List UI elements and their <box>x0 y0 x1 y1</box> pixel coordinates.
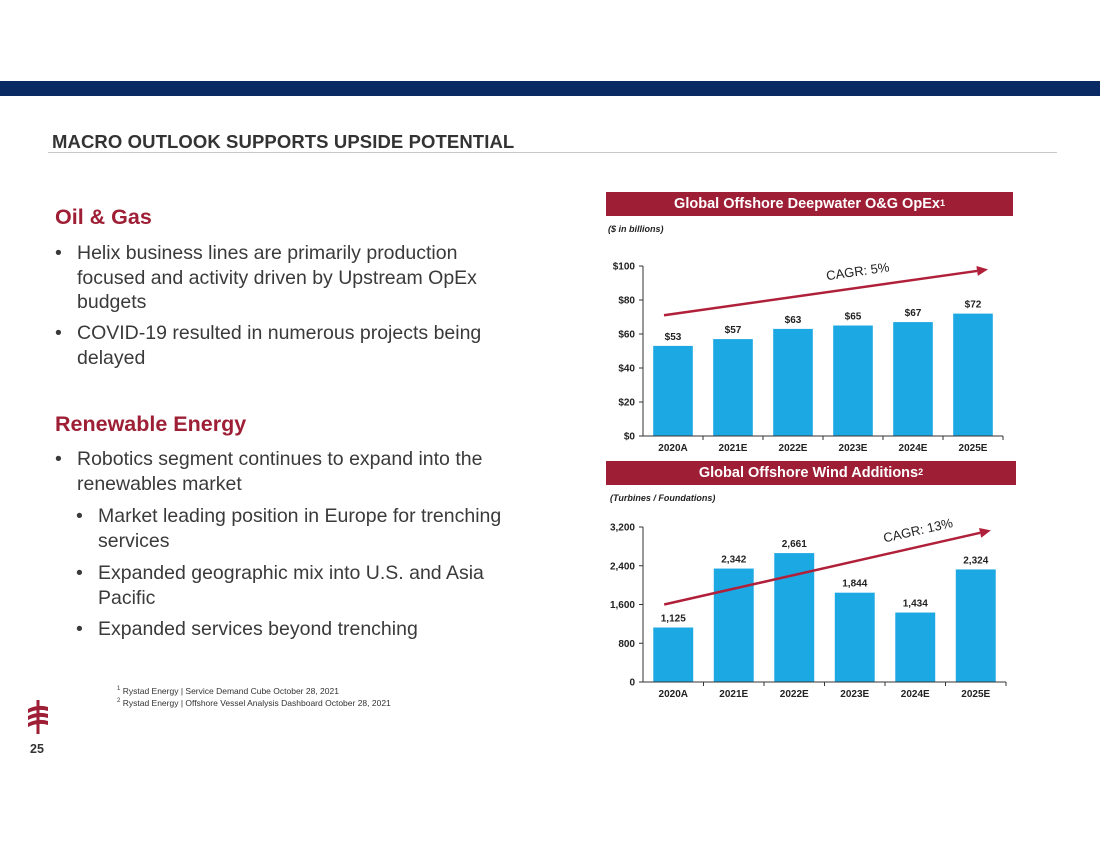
wind-trend-line <box>663 531 981 606</box>
wind-y-tick-label: 3,200 <box>610 523 635 534</box>
footnote-text: Rystad Energy | Service Demand Cube Octo… <box>122 686 339 696</box>
opex-y-tick-label: $20 <box>618 398 635 409</box>
wind-y-tick-label: 800 <box>618 639 635 650</box>
opex-x-tick-label: 2020A <box>658 443 687 454</box>
opex-trend-line <box>663 269 978 317</box>
bullet-dot: • <box>76 505 83 527</box>
top-brand-bar <box>0 81 1100 96</box>
wind-bar-value-label: 2,342 <box>721 555 746 566</box>
wind-x-tick-label: 2020A <box>659 689 688 700</box>
opex-bar-chart: $0 $20 $40 $60 $80 $100 $53 2020A $57 2021E $63 202… <box>613 259 1004 454</box>
opex-chart-footnote-ref: 1 <box>939 198 945 208</box>
wind-x-tick-label: 2024E <box>901 689 930 700</box>
bullet-dot: • <box>55 448 62 470</box>
wind-y-tick-label: 0 <box>629 678 635 689</box>
bullet-text: Expanded services beyond trenching <box>98 618 418 640</box>
wind-bar-value-label: 1,434 <box>903 599 928 610</box>
bullet-text: Helix business lines are primarily produ… <box>77 242 477 313</box>
bullet-dot: • <box>55 242 62 264</box>
wind-bar-value-label: 2,324 <box>963 555 988 566</box>
opex-bar-value-label: $57 <box>725 325 742 336</box>
wind-y-tick-label: 2,400 <box>610 561 635 572</box>
wind-y-tick-label: 1,600 <box>610 600 635 611</box>
wind-bar <box>653 627 694 682</box>
bullet-item: • COVID-19 resulted in numerous projects… <box>55 321 517 370</box>
opex-x-tick-label: 2023E <box>839 443 868 454</box>
bullet-text: COVID-19 resulted in numerous projects b… <box>77 322 482 369</box>
opex-bar <box>953 313 993 436</box>
bullet-item: • Helix business lines are primarily pro… <box>55 241 517 315</box>
wind-chart-title: Global Offshore Wind Additions <box>698 465 919 481</box>
wind-chart-banner: Global Offshore Wind Additions2 <box>606 461 1016 485</box>
footnote-number: 1 <box>117 686 121 693</box>
renewable-heading: Renewable Energy <box>55 412 247 436</box>
footnote-2: 2 Rystad Energy | Offshore Vessel Analys… <box>117 698 391 708</box>
wind-bar-value-label: 2,661 <box>782 539 807 550</box>
wind-bar <box>834 592 875 682</box>
opex-cagr-annotation: CAGR: 5% <box>825 259 890 283</box>
wind-bar-value-label: 1,125 <box>661 614 686 625</box>
opex-bar-value-label: $72 <box>965 300 982 311</box>
wind-x-tick-label: 2021E <box>719 689 748 700</box>
opex-y-tick-label: $40 <box>618 364 635 375</box>
wind-x-tick-label: 2023E <box>840 689 869 700</box>
bullet-dot: • <box>55 322 62 344</box>
wind-x-tick-label: 2022E <box>780 689 809 700</box>
opex-bar-value-label: $53 <box>665 332 682 343</box>
wind-chart-subtitle: (Turbines / Foundations) <box>610 493 716 503</box>
opex-y-tick-label: $0 <box>624 432 636 443</box>
opex-trend-arrowhead <box>976 265 988 276</box>
page-number: 25 <box>30 742 44 756</box>
opex-y-tick-label: $80 <box>618 296 635 307</box>
opex-x-tick-label: 2025E <box>959 443 988 454</box>
opex-x-tick-label: 2021E <box>719 443 748 454</box>
opex-bar <box>833 325 873 436</box>
opex-bar <box>713 339 753 436</box>
opex-chart-subtitle: ($ in billions) <box>608 224 664 234</box>
wind-chart-footnote-ref: 2 <box>918 467 924 477</box>
wind-trend-arrowhead <box>979 527 991 538</box>
opex-bar-value-label: $63 <box>785 315 802 326</box>
opex-bar <box>653 345 693 436</box>
bullet-text: Expanded geographic mix into U.S. and As… <box>98 562 484 609</box>
sub-bullet-item: • Expanded geographic mix into U.S. and … <box>76 561 528 610</box>
footnote-text: Rystad Energy | Offshore Vessel Analysis… <box>122 698 391 708</box>
helix-logo-icon <box>28 700 48 734</box>
wind-bar <box>955 569 996 682</box>
opex-bar-value-label: $67 <box>905 308 922 319</box>
slide-title: MACRO OUTLOOK SUPPORTS UPSIDE POTENTIAL <box>52 131 515 152</box>
wind-x-tick-label: 2025E <box>961 689 990 700</box>
opex-bar-value-label: $65 <box>845 312 862 323</box>
title-divider <box>48 152 1057 153</box>
opex-chart-title: Global Offshore Deepwater O&G OpEx <box>674 196 940 212</box>
opex-chart-banner: Global Offshore Deepwater O&G OpEx1 <box>606 192 1013 216</box>
sub-bullet-item: • Expanded services beyond trenching <box>76 617 528 642</box>
opex-x-tick-label: 2024E <box>899 443 928 454</box>
opex-x-tick-label: 2022E <box>779 443 808 454</box>
wind-bar-chart: 0 800 1,600 2,400 3,200 1,125 2020A 2,342 2021E 2… <box>610 515 1007 700</box>
sub-bullet-item: • Market leading position in Europe for … <box>76 504 528 553</box>
bullet-dot: • <box>76 562 83 584</box>
footnote-1: 1 Rystad Energy | Service Demand Cube Oc… <box>117 686 339 696</box>
bullet-text: Robotics segment continues to expand int… <box>77 448 483 495</box>
opex-bar <box>773 328 813 436</box>
footnote-number: 2 <box>117 698 121 705</box>
opex-bar <box>893 322 933 436</box>
oil-gas-heading: Oil & Gas <box>55 205 152 229</box>
wind-bar <box>895 612 936 682</box>
bullet-dot: • <box>76 618 83 640</box>
opex-y-tick-label: $100 <box>613 262 636 273</box>
bullet-item: • Robotics segment continues to expand i… <box>55 447 517 496</box>
bullet-text: Market leading position in Europe for tr… <box>98 505 502 552</box>
wind-bar-value-label: 1,844 <box>842 579 867 590</box>
opex-y-tick-label: $60 <box>618 330 635 341</box>
